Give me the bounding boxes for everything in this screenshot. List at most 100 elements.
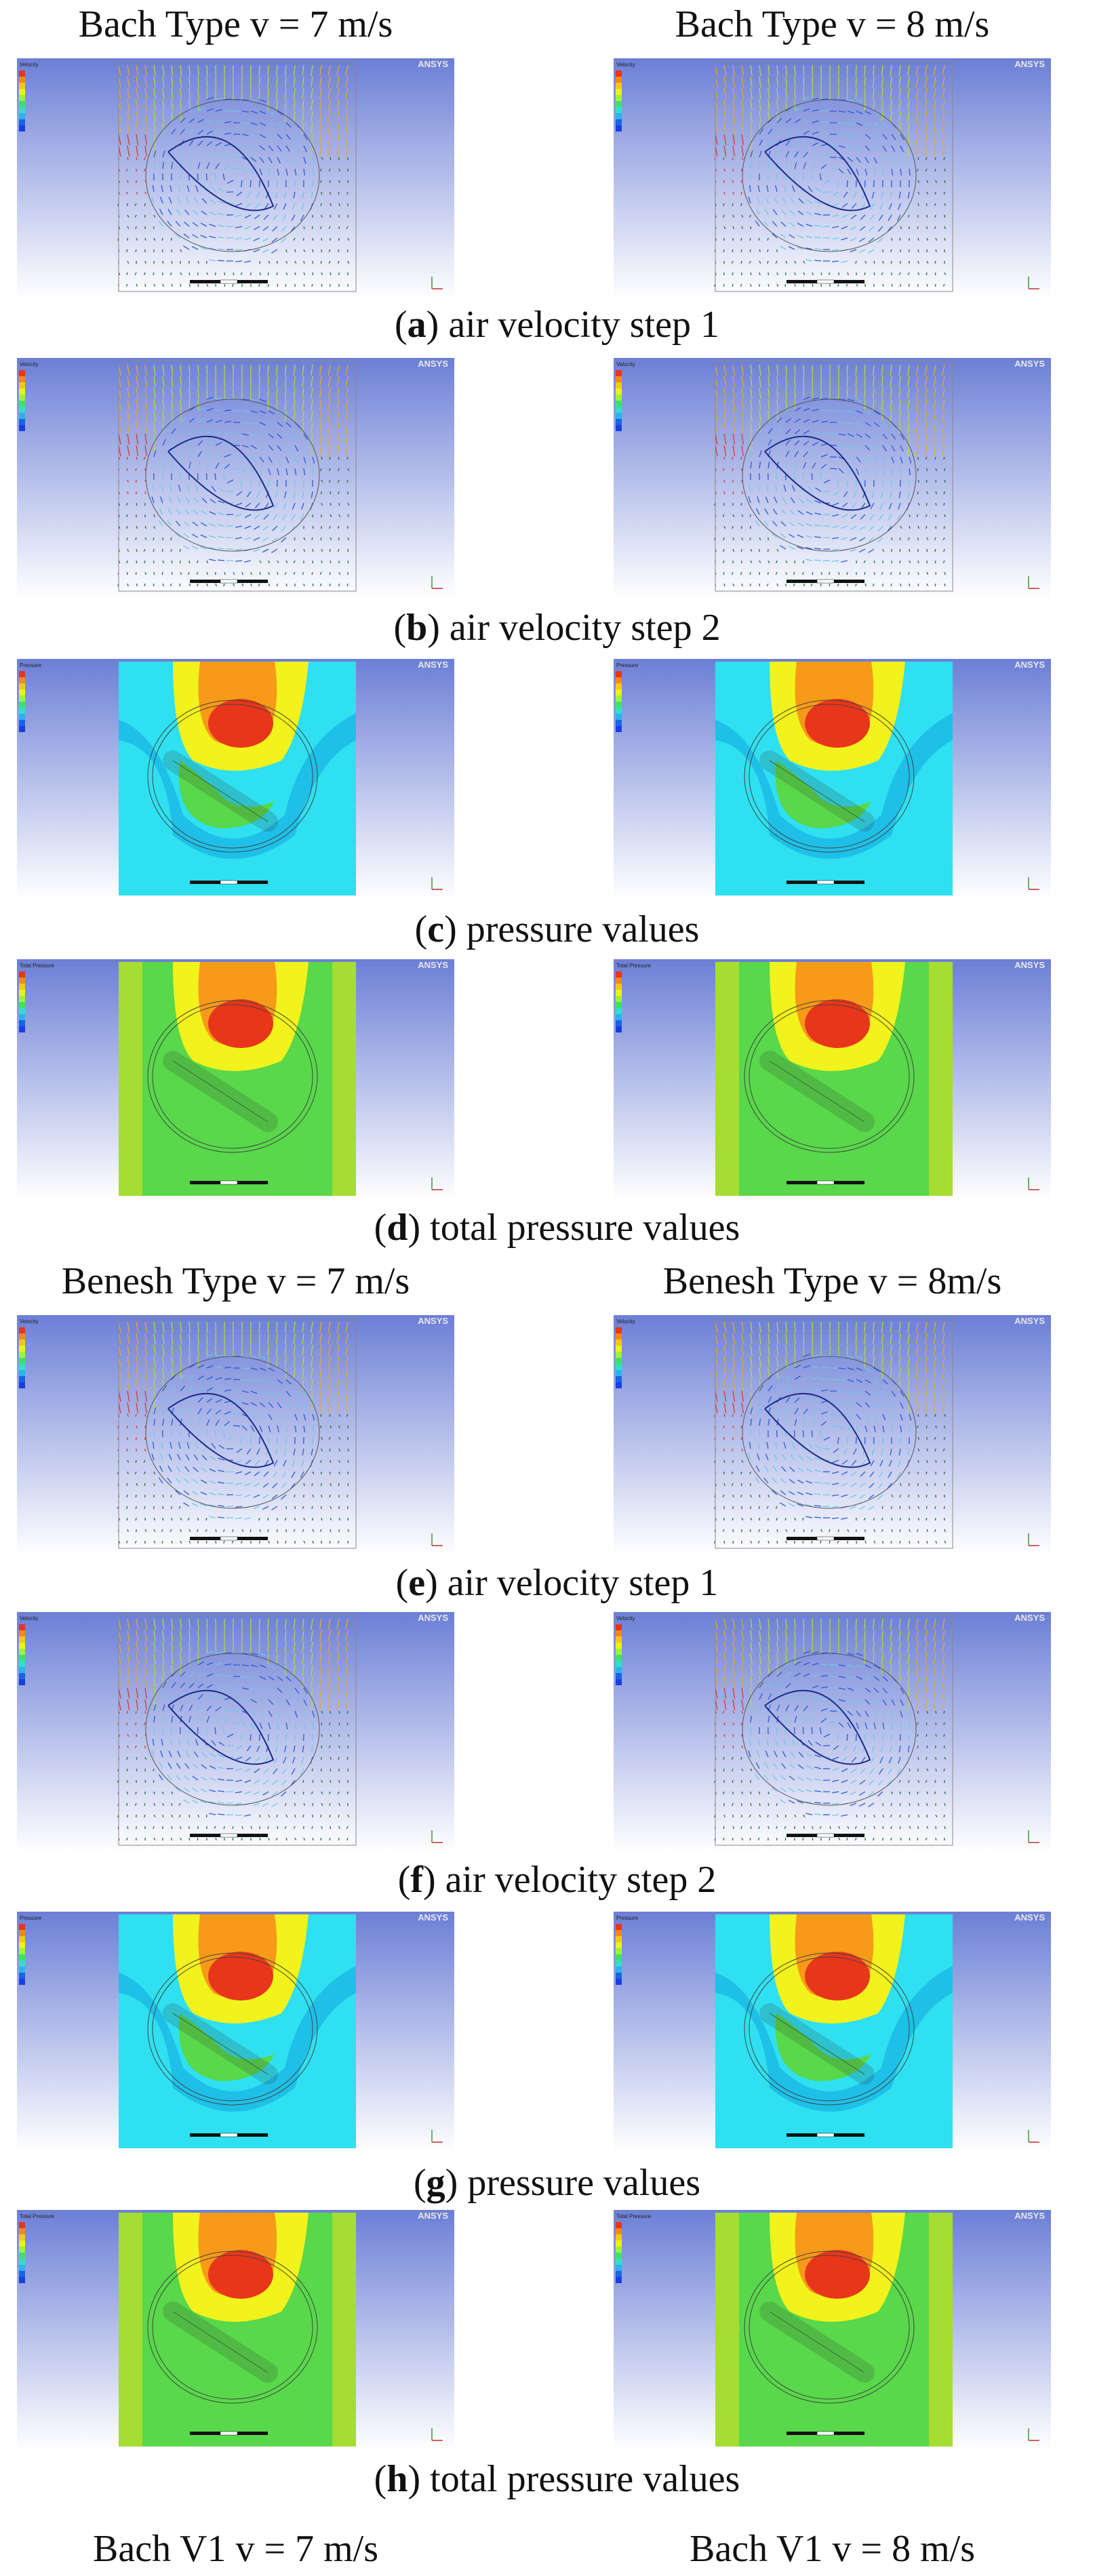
header-bach-7: Bach Type v = 7 m/s [78, 3, 393, 45]
ansys-logo: ANSYS [418, 1316, 448, 1326]
svg-text:Total Pressure: Total Pressure [20, 963, 55, 969]
svg-text:Velocity: Velocity [20, 1615, 39, 1622]
scale-bar [787, 279, 864, 284]
caption-text: pressure values [458, 2162, 700, 2204]
caption-e: (e) air velocity step 1 [395, 1562, 719, 1604]
caption-text: air velocity step 1 [437, 1562, 719, 1604]
caption-text: total pressure values [420, 2458, 740, 2500]
caption-letter: b [406, 607, 428, 649]
scale-bar [787, 1536, 864, 1541]
axis-triad [1028, 2130, 1039, 2143]
caption-d: (d) total pressure values [374, 1207, 740, 1249]
legend: Pressure [19, 662, 42, 732]
svg-text:Velocity: Velocity [616, 1615, 635, 1622]
svg-text:Total Pressure: Total Pressure [616, 2213, 652, 2219]
scale-bar [787, 2431, 864, 2436]
svg-text:Velocity: Velocity [616, 361, 635, 367]
legend: Pressure [616, 1915, 639, 1985]
panel-velocity-left: Velocity ANSYS [17, 358, 454, 599]
panel-velocity-right: Velocity ANSYS [614, 358, 1051, 599]
caption-text: pressure values [456, 908, 700, 950]
velocity-field [713, 64, 947, 287]
header-bachv1-7: Bach V1 v = 7 m/s [93, 2528, 378, 2570]
legend: Pressure [616, 662, 639, 732]
scale-bar [190, 2133, 268, 2137]
scale-bar [190, 1180, 268, 1185]
caption-letter: c [427, 908, 445, 950]
panel-velocity-right: Velocity ANSYS [614, 58, 1051, 299]
panel-total-pressure-left: Total Pressure ANSYS [17, 2210, 454, 2451]
legend: Velocity [616, 1615, 635, 1685]
ansys-logo: ANSYS [1014, 1912, 1045, 1923]
legend: Velocity [19, 361, 39, 431]
scale-bar [190, 2431, 268, 2436]
axis-triad [431, 1830, 443, 1843]
ansys-logo: ANSYS [1014, 359, 1045, 369]
legend: Total Pressure [19, 2213, 55, 2283]
caption-text: air velocity step 1 [439, 304, 719, 346]
scale-bar [787, 1833, 864, 1838]
axis-triad [1028, 1830, 1039, 1843]
caption-letter: e [408, 1562, 426, 1604]
ansys-logo: ANSYS [1014, 2211, 1045, 2221]
scale-bar [190, 880, 268, 885]
ansys-logo: ANSYS [418, 59, 448, 69]
axis-triad [1028, 277, 1039, 289]
panel-total-pressure-left: Total Pressure ANSYS [17, 959, 454, 1200]
panel-pressure-left: Pressure ANSYS [17, 1912, 454, 2152]
scale-bar [787, 2133, 864, 2137]
ansys-logo: ANSYS [1014, 1613, 1045, 1623]
panel-velocity-right: Velocity ANSYS [614, 1612, 1051, 1853]
ansys-logo: ANSYS [1014, 660, 1045, 670]
panel-total-pressure-right: Total Pressure ANSYS [614, 959, 1051, 1200]
scale-bar [787, 579, 864, 584]
svg-text:Pressure: Pressure [20, 1915, 42, 1921]
axis-triad [1028, 576, 1039, 589]
caption-text: air velocity step 2 [435, 1859, 717, 1901]
velocity-field [117, 1321, 350, 1544]
legend: Velocity [616, 361, 635, 431]
caption-g: (g) pressure values [414, 2162, 700, 2204]
panel-pressure-right: Pressure ANSYS [614, 1912, 1051, 2152]
legend: Velocity [19, 1319, 39, 1388]
axis-triad [1028, 1533, 1039, 1546]
scale-bar [787, 1180, 864, 1185]
velocity-field [117, 1618, 350, 1841]
caption-a: (a) air velocity step 1 [395, 304, 719, 346]
scale-bar [190, 579, 268, 584]
ansys-logo: ANSYS [418, 960, 448, 970]
axis-triad [1028, 2428, 1039, 2441]
svg-text:Velocity: Velocity [20, 361, 39, 367]
legend: Velocity [616, 1319, 635, 1388]
velocity-field [713, 1321, 947, 1544]
svg-text:Velocity: Velocity [616, 1319, 635, 1325]
caption-letter: d [386, 1207, 408, 1249]
velocity-field [714, 1618, 947, 1841]
ansys-logo: ANSYS [418, 1613, 448, 1623]
caption-f: (f) air velocity step 2 [397, 1859, 717, 1901]
axis-triad [431, 1533, 443, 1546]
svg-text:Velocity: Velocity [20, 1319, 39, 1325]
caption-letter: g [426, 2162, 445, 2204]
scale-bar [190, 279, 268, 284]
svg-text:Total Pressure: Total Pressure [20, 2213, 55, 2219]
caption-letter: f [410, 1859, 423, 1901]
legend: Total Pressure [19, 963, 55, 1032]
ansys-logo: ANSYS [418, 2211, 448, 2221]
axis-triad [431, 277, 443, 289]
velocity-field [117, 64, 350, 287]
caption-text: total pressure values [420, 1207, 740, 1249]
header-bach-8: Bach Type v = 8 m/s [675, 3, 990, 45]
svg-text:Pressure: Pressure [616, 662, 639, 668]
axis-triad [431, 2428, 443, 2441]
svg-text:Velocity: Velocity [616, 62, 635, 68]
legend: Total Pressure [616, 2213, 652, 2283]
caption-letter: h [386, 2458, 408, 2500]
legend: Pressure [19, 1915, 42, 1985]
svg-text:Total Pressure: Total Pressure [616, 963, 652, 969]
header-bachv1-8: Bach V1 v = 8 m/s [690, 2528, 975, 2570]
axis-triad [431, 877, 443, 890]
ansys-logo: ANSYS [1014, 960, 1045, 970]
svg-text:Velocity: Velocity [20, 62, 39, 68]
scale-bar [190, 1833, 268, 1838]
